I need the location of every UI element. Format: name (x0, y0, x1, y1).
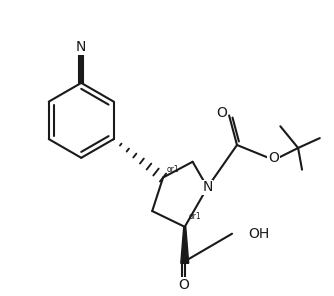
Polygon shape (181, 227, 189, 263)
Text: O: O (216, 107, 227, 120)
Text: O: O (178, 278, 189, 292)
Text: or1: or1 (189, 213, 201, 221)
Text: N: N (76, 41, 87, 54)
Text: or1: or1 (167, 165, 180, 174)
Text: OH: OH (248, 227, 269, 241)
Text: N: N (202, 180, 213, 194)
Text: O: O (268, 151, 279, 165)
